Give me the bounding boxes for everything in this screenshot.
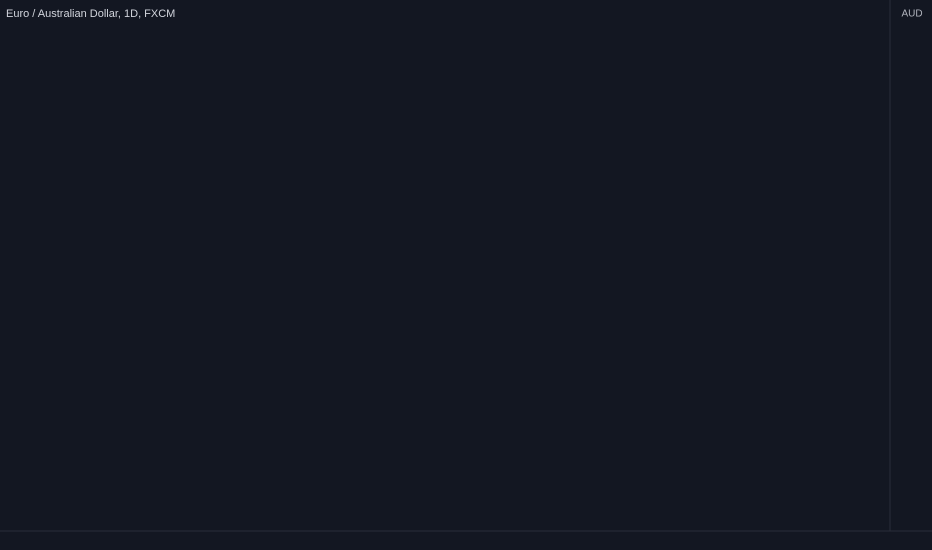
chart-title: Euro / Australian Dollar, 1D, FXCM (6, 8, 175, 20)
currency-label: AUD (901, 9, 922, 20)
axes (0, 0, 932, 532)
